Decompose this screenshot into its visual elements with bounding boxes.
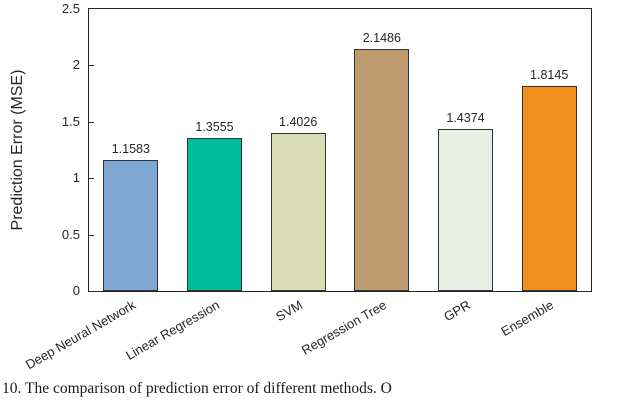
bar-linear-regression: [187, 138, 242, 291]
ytick-label-2: 2: [72, 57, 80, 73]
ytick-label-1: 1: [72, 170, 80, 186]
figure-caption: 10. The comparison of prediction error o…: [2, 380, 392, 397]
y-axis-label: Prediction Error (MSE): [9, 69, 26, 231]
bar-gpr: [438, 128, 493, 291]
ytick-label-0-5: 0.5: [61, 226, 80, 242]
bar-ensemble: [521, 86, 577, 291]
bar-value-label-deep-neural-network: 1.1583: [111, 142, 150, 157]
ytick-label-1-5: 1.5: [61, 113, 80, 129]
bar-value-label-ensemble: 1.8145: [530, 68, 569, 83]
bar-svm: [270, 132, 326, 291]
ytick-mark: [89, 234, 94, 236]
plot-area: 1.1583 1.3555 1.4026 2.1486 1.4374 1.8145: [88, 8, 592, 292]
bar-value-label-gpr: 1.4374: [446, 110, 485, 125]
ytick-mark: [89, 65, 94, 67]
bar-value-label-linear-regression: 1.3555: [195, 120, 234, 135]
ytick-label-2-5: 2.5: [61, 1, 80, 16]
bar-value-label-regression-tree: 2.1486: [362, 30, 401, 45]
ytick-mark: [89, 121, 94, 123]
bar-regression-tree: [354, 48, 410, 291]
bar-deep-neural-network: [103, 160, 159, 291]
bar-value-label-svm: 1.4026: [279, 114, 318, 129]
ytick-mark: [89, 178, 94, 180]
ytick-label-0: 0: [72, 283, 80, 298]
